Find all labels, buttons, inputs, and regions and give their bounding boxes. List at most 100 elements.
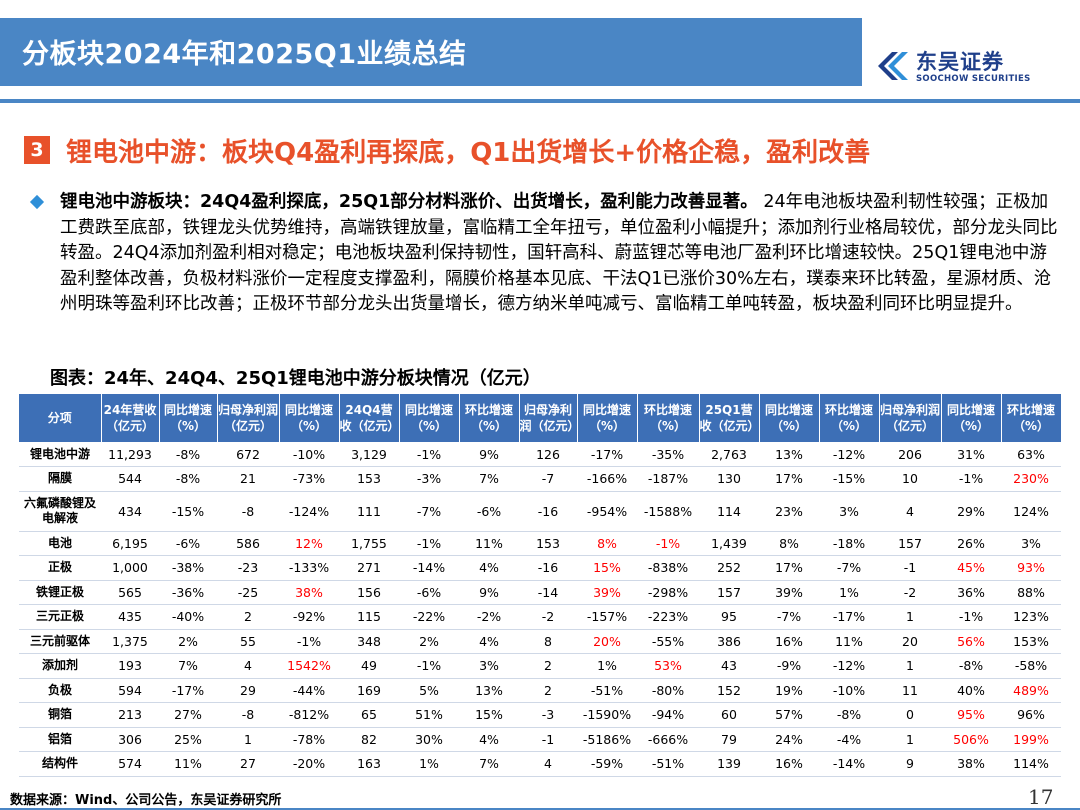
table-cell: 29 [217,678,279,703]
table-row: 铜箔 213 27% -8 -812% 65 51% 15% -3 -1590% -94% 60 57%… [19,702,1061,728]
diamond-bullet-icon [29,194,45,210]
table-cell: -838% [637,555,699,581]
table-cell: 7% [459,751,519,777]
table-cell: 139 [699,751,759,777]
logo-cn-text: 东吴证券 [916,50,1004,74]
segment-name: 隔膜 [19,466,101,492]
table-cell: 206 [879,442,941,467]
table-cell: 1,375 [101,629,159,654]
table-cell: -17% [577,442,637,467]
table-cell: 11% [819,629,879,654]
table-cell: 4% [459,727,519,752]
table-cell: 1,755 [339,531,399,556]
table-cell: 17% [759,466,819,492]
table-cell: 3% [1001,531,1061,556]
footer-divider [0,808,1080,810]
table-cell: 20 [879,629,941,654]
segment-name: 铜箔 [19,702,101,728]
table-row: 铁锂正极 565 -36% -25 38% 156 -6% 9% -14 39% -298% 157 3… [19,580,1061,605]
table-cell: 489% [1001,678,1061,703]
table-cell: 153% [1001,629,1061,654]
table-cell: 156 [339,580,399,605]
table-cell: -14% [819,751,879,777]
table-cell: 53% [637,653,699,679]
column-header: 分项 [19,394,102,442]
table-cell: -25 [217,580,279,605]
table-cell: 96% [1001,702,1061,728]
table-cell: 193 [101,653,159,679]
table-cell: 4 [217,653,279,679]
table-cell: -8 [217,702,279,728]
table-cell: 11% [159,751,217,777]
table-cell: 11,293 [101,442,159,467]
table-cell: -133% [279,555,339,581]
table-cell: 31% [941,442,1001,467]
table-cell: 55 [217,629,279,654]
table-cell: -55% [637,629,699,654]
table-cell: 672 [217,442,279,467]
table-cell: 4 [879,491,941,532]
table-cell: 2 [519,653,577,679]
table-cell: 38% [941,751,1001,777]
table-cell: -9% [759,653,819,679]
table-cell: 15% [577,555,637,581]
column-header: 归母净利润（亿元） [879,394,942,442]
table-cell: -7% [819,555,879,581]
table-cell: -15% [819,466,879,492]
table-cell: 5% [399,678,459,703]
table-cell: 17% [759,555,819,581]
summary-paragraph: 锂电池中游板块：24Q4盈利探底，25Q1部分材料涨价、出货增长，盈利能力改善显… [60,190,1060,318]
table-cell: 157 [699,580,759,605]
table-cell: -1% [399,442,459,467]
table-header-row: 分项 24年营收（亿元） 同比增速（%） 归母净利润（亿元） 同比增速（%） 24Q4营收… [19,394,1062,442]
table-cell: 544 [101,466,159,492]
table-cell: 10 [879,466,941,492]
table-cell: 7% [459,466,519,492]
table-row: 三元前驱体 1,375 2% 55 -1% 348 2% 4% 8 20% -55% 386 16% 11… [19,629,1061,654]
table-cell: -35% [637,442,699,467]
segment-name: 结构件 [19,751,101,777]
table-cell: 386 [699,629,759,654]
segment-name: 锂电池中游 [19,442,101,467]
table-row: 隔膜 544 -8% 21 -73% 153 -3% 7% -7 -166% -187% 130 17%… [19,466,1061,492]
column-header: 同比增速（%） [941,394,1002,442]
table-cell: 4% [459,555,519,581]
table-cell: 7% [159,653,217,679]
page-number: 17 [1028,785,1054,809]
column-header: 24Q4营收（亿元） [339,394,400,442]
table-cell: -12% [819,653,879,679]
table-cell: 16% [759,751,819,777]
table-cell: 565 [101,580,159,605]
column-header: 同比增速（%） [759,394,820,442]
table-cell: 56% [941,629,1001,654]
table-cell: 30% [399,727,459,752]
table-cell: -10% [279,442,339,467]
table-cell: 20% [577,629,637,654]
table-cell: 26% [941,531,1001,556]
table-cell: -58% [1001,653,1061,679]
table-cell: 506% [941,727,1001,752]
table-cell: 51% [399,702,459,728]
section-number: 3 [24,136,50,164]
table-cell: 79 [699,727,759,752]
table-cell: 39% [577,580,637,605]
table-cell: 38% [279,580,339,605]
table-cell: 23% [759,491,819,532]
table-cell: -812% [279,702,339,728]
table-cell: 24% [759,727,819,752]
table-cell: 306 [101,727,159,752]
table-cell: 29% [941,491,1001,532]
table-cell: 57% [759,702,819,728]
table-cell: 348 [339,629,399,654]
table-cell: 8% [577,531,637,556]
table-cell: 25% [159,727,217,752]
table-cell: -1588% [637,491,699,532]
column-header: 同比增速（%） [159,394,218,442]
segment-name: 负极 [19,678,101,703]
table-cell: -15% [159,491,217,532]
table-cell: -8% [819,702,879,728]
table-cell: 230% [1001,466,1061,492]
table-row: 电池 6,195 -6% 586 12% 1,755 -1% 11% 153 8% -1% 1,439… [19,531,1061,556]
table-cell: 163 [339,751,399,777]
segment-name: 铝箔 [19,727,101,752]
